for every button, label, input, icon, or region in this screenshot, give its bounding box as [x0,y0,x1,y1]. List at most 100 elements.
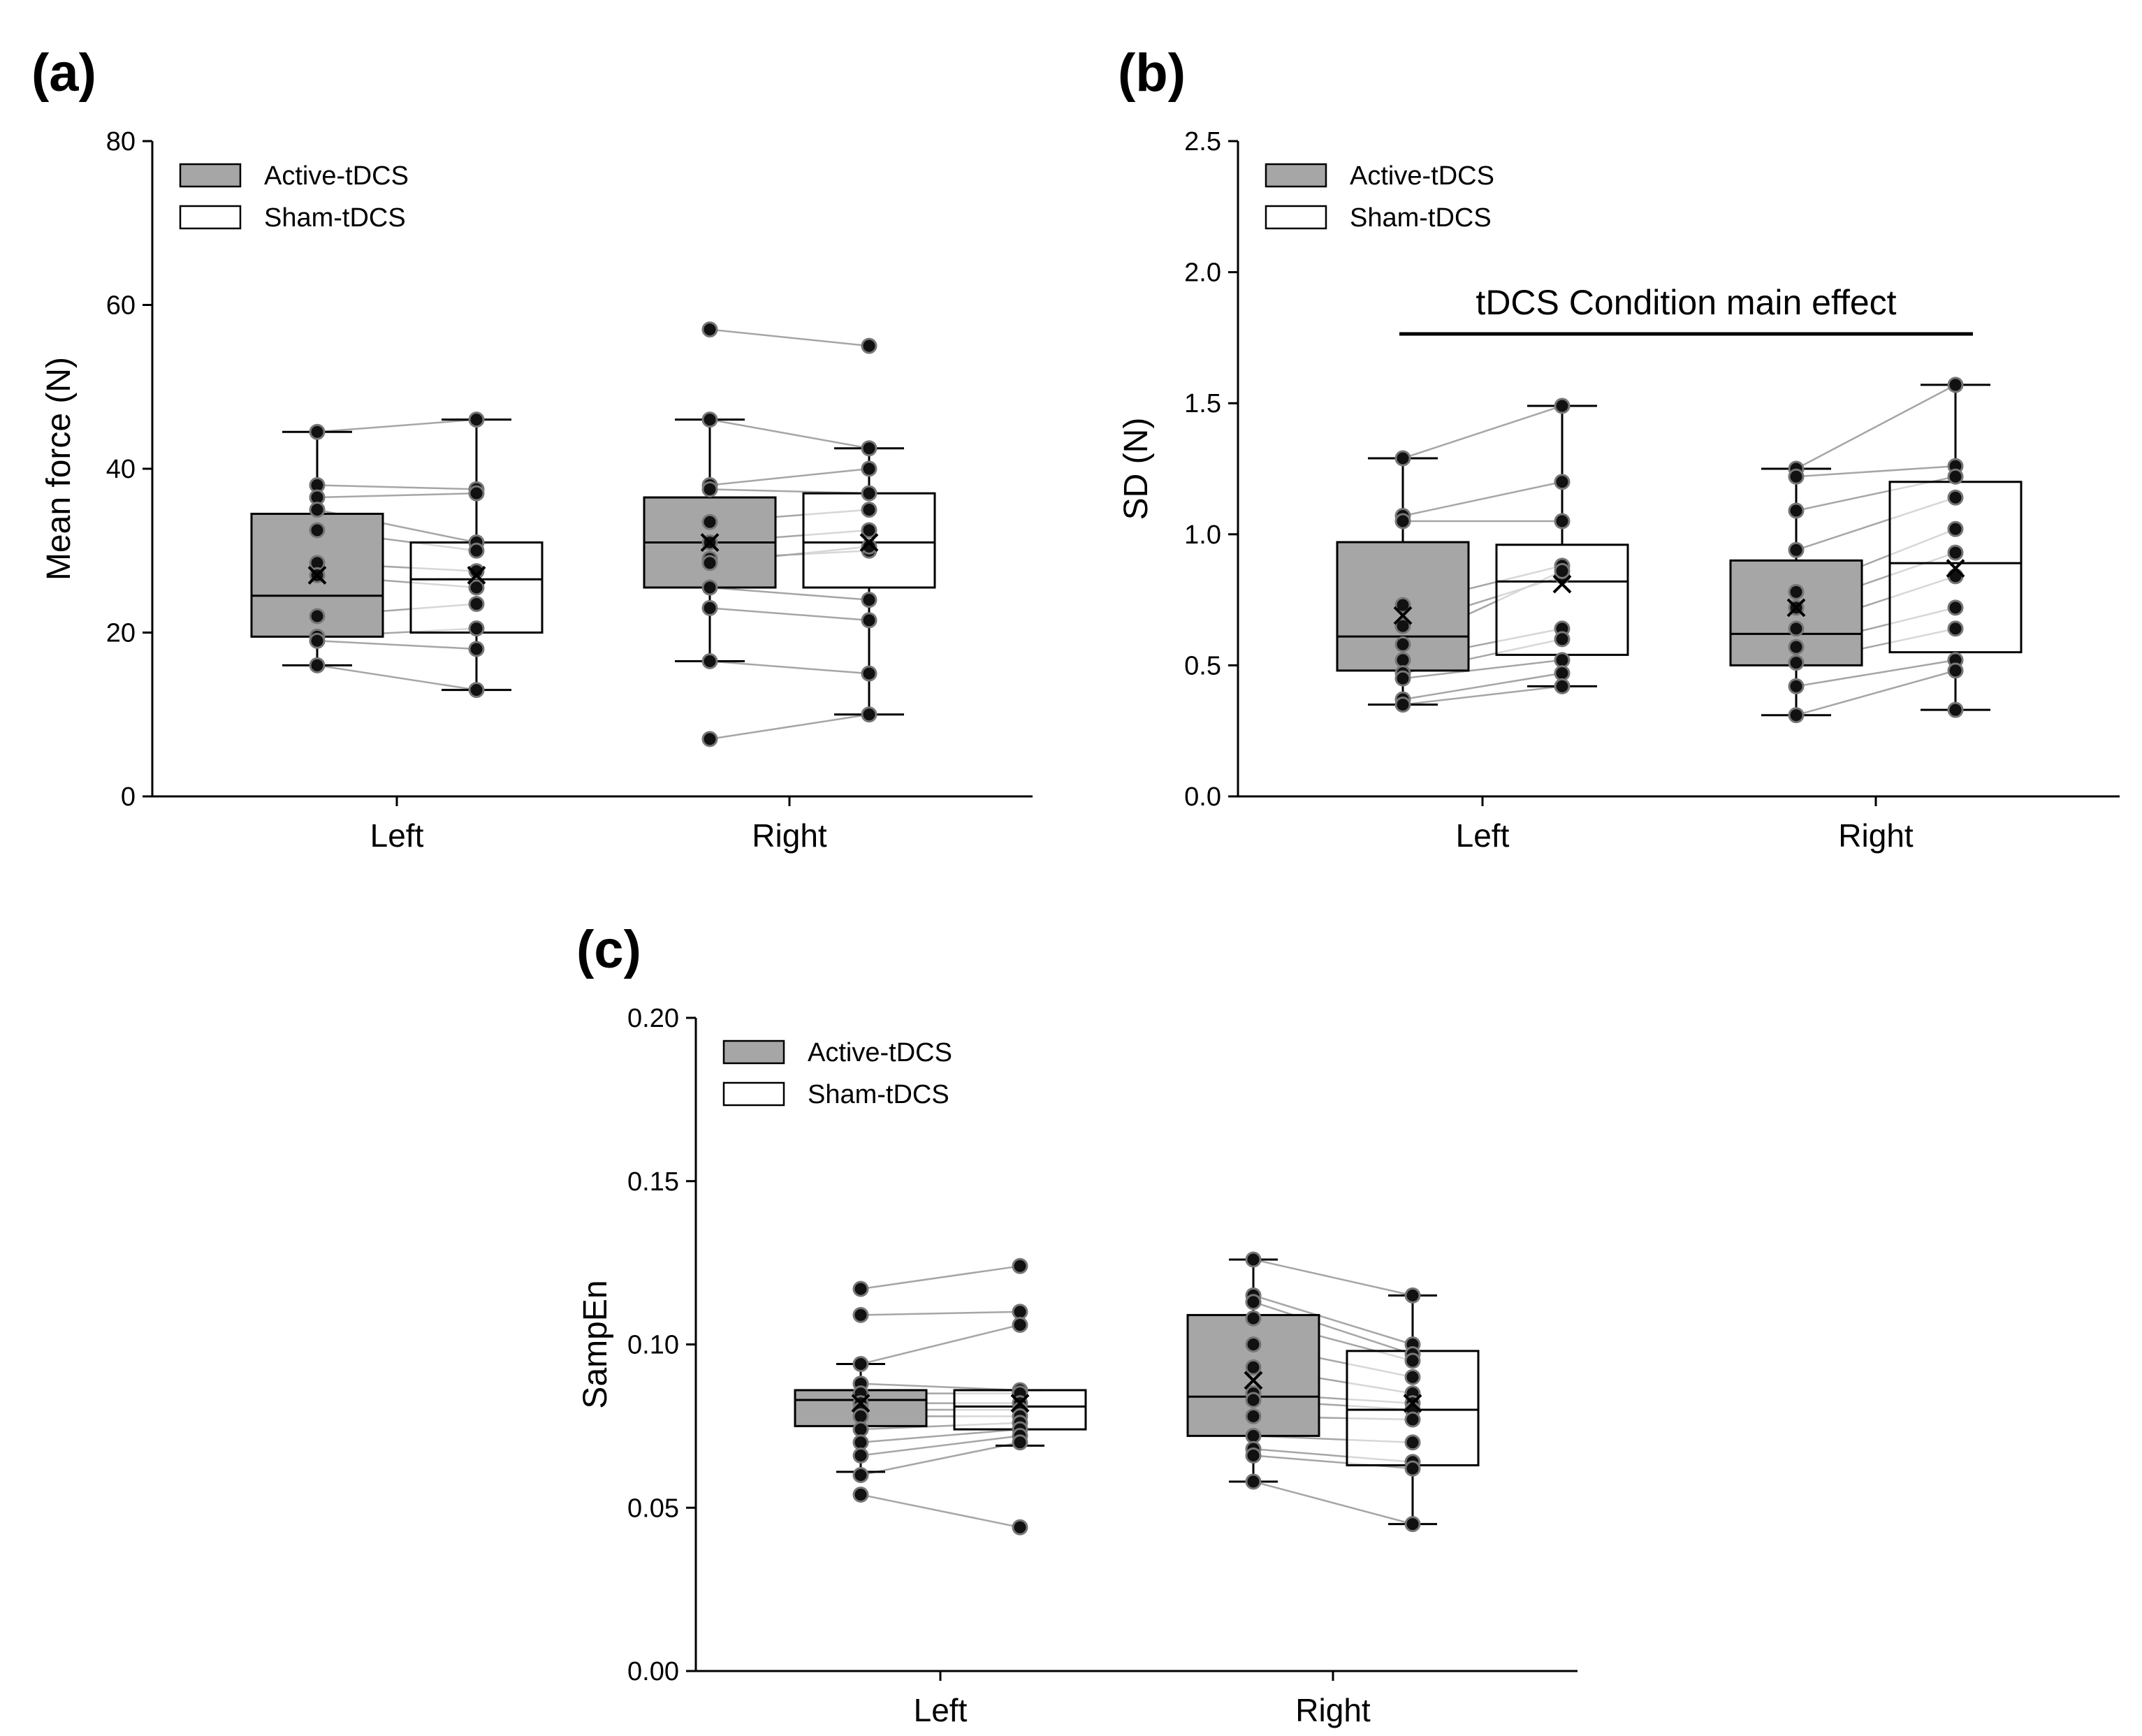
pair-line [1253,1301,1413,1355]
legend-label: Sham-tDCS [264,203,406,233]
data-point [861,440,877,457]
panel-c: (c) 0.00 0.05 0.10 0.15 0.20 Left Right SampEn Ac… [576,920,1578,1728]
data-point [701,599,718,616]
data-point [1788,707,1805,724]
data-point [1012,1519,1028,1536]
data-point [1947,489,1964,506]
data-point [852,1434,869,1451]
data-point [1788,468,1805,485]
pair-line [1795,659,1956,687]
data-point [701,579,718,596]
data-point [1394,636,1411,652]
data-point [852,1408,869,1424]
data-point [701,555,718,571]
y-tick-label: 0.15 [627,1167,679,1197]
data-point [1012,1316,1028,1333]
y-tick-label: 0.0 [1184,782,1221,812]
data-point [852,1306,869,1323]
data-point [1788,541,1805,558]
x-tick-label: Right [1295,1692,1371,1728]
pair-line [1795,465,1956,478]
data-point [852,1467,869,1483]
y-axis-title: SampEn [577,1280,614,1408]
data-point [1394,618,1411,634]
data-point [1554,397,1571,414]
data-point [468,620,485,637]
y-tick-label: 80 [106,127,136,156]
data-point [861,592,877,608]
pair-line [860,1311,1021,1316]
mean-marker [1786,598,1806,618]
data-point [309,632,326,649]
data-point [701,653,718,670]
pair-line [860,1428,1021,1443]
mean-marker [1010,1394,1030,1413]
data-point [861,612,877,629]
data-point [468,563,485,580]
y-tick-label: 0.5 [1184,651,1221,680]
data-point [1554,474,1571,490]
data-point [1245,1392,1262,1408]
data-point [1947,468,1964,485]
y-tick-label: 0.00 [627,1657,679,1686]
data-point [309,657,326,673]
data-point [852,1356,869,1373]
legend-swatch [722,1081,785,1107]
data-point [1554,665,1571,682]
data-point [1788,655,1805,671]
data-point [701,481,718,497]
pair-line [316,492,477,499]
y-tick-label: 60 [106,291,136,321]
pair-line [316,418,477,433]
pair-line [1402,481,1563,517]
data-point [468,542,485,559]
data-point [1394,652,1411,669]
pair-line [316,639,477,650]
data-point [1394,670,1411,687]
data-point [1245,1359,1262,1376]
effect-annotation: tDCS Condition main effect [1476,283,1896,322]
x-tick-label: Left [914,1692,968,1728]
pair-line [709,713,870,741]
mean-marker [307,566,327,585]
y-tick-label: 40 [106,455,136,484]
x-tick-label: Right [752,817,827,854]
data-point [1394,696,1411,713]
pair-line [1795,669,1956,716]
data-point [1788,639,1805,655]
pair-line [1402,404,1563,460]
x-tick-label: Left [370,817,424,854]
data-point [468,485,485,502]
data-point [1012,1304,1028,1320]
data-point [861,706,877,723]
pair-line [709,660,870,675]
legend-label: Active-tDCS [264,161,409,191]
pair-line [860,1265,1021,1290]
mean-marker [859,533,879,552]
data-point [701,411,718,428]
data-point [1947,599,1964,616]
data-point [1404,1369,1421,1385]
legend-label: Active-tDCS [1350,161,1494,191]
data-point [861,665,877,682]
data-point [1245,1447,1262,1464]
data-point [1404,1434,1421,1451]
pair-line [1253,1294,1413,1345]
data-point [1404,1287,1421,1304]
data-point [701,731,718,747]
pair-line [1253,1454,1413,1470]
data-point [1245,1294,1262,1311]
data-point [1947,377,1964,393]
data-point [1245,1473,1262,1490]
data-point [1245,1336,1262,1352]
y-tick-label: 1.0 [1184,520,1221,550]
y-tick-label: 0.05 [627,1494,679,1523]
data-point [861,485,877,502]
data-point [1554,652,1571,669]
pair-line [709,586,870,601]
pair-line [709,467,870,486]
legend-label: Sham-tDCS [808,1080,949,1109]
pair-line [860,1324,1021,1365]
y-tick-label: 0 [121,782,136,812]
